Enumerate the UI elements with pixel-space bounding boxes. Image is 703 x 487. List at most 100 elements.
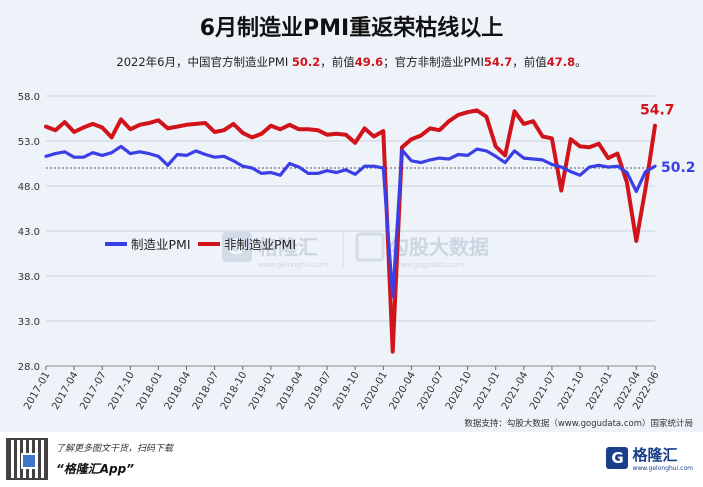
data-point — [129, 128, 132, 131]
qr-code-icon[interactable] — [6, 438, 48, 480]
data-point — [270, 124, 272, 127]
data-point — [457, 153, 460, 156]
data-point — [401, 149, 403, 151]
footer-app-name: “格隆汇App” — [56, 462, 134, 476]
data-point — [213, 156, 216, 158]
x-tick-label: 2018-01 — [135, 370, 165, 412]
data-point — [120, 145, 122, 148]
data-point — [92, 151, 94, 154]
data-point — [598, 142, 600, 145]
data-point — [260, 172, 263, 175]
data-point — [101, 154, 103, 157]
data-point — [335, 171, 338, 174]
watermark-layer: G 格隆汇 www.gelonghui.com 勾股大数据 www.goguda… — [222, 232, 489, 269]
data-point — [223, 129, 225, 131]
data-point — [148, 122, 150, 124]
x-tick-label: 2020-01 — [359, 370, 389, 412]
data-point — [382, 130, 385, 132]
data-point — [232, 160, 235, 162]
series-line-non-manufacturing — [44, 108, 657, 354]
x-axis: 2017-012017-042017-072017-102018-012018-… — [22, 365, 662, 412]
data-point — [420, 161, 422, 164]
data-point — [316, 129, 319, 131]
watermark-brand1-url: www.gelonghui.com — [258, 261, 329, 269]
data-point — [363, 127, 366, 130]
data-point — [307, 172, 310, 175]
x-tick-label: 2020-10 — [444, 370, 474, 412]
data-point — [373, 135, 375, 138]
x-tick-label: 2017-01 — [22, 370, 52, 412]
y-tick-label: 43.0 — [18, 227, 40, 238]
data-point — [82, 126, 85, 129]
x-tick-label: 2019-01 — [247, 370, 277, 412]
subtitle-nonmfg-prev: 47.8 — [546, 55, 576, 69]
data-point — [523, 123, 525, 125]
data-point — [335, 133, 338, 135]
data-point — [382, 167, 385, 169]
end-label-manufacturing: 50.2 — [661, 160, 696, 176]
data-point — [204, 122, 207, 124]
data-point — [391, 350, 394, 353]
data-point — [532, 120, 534, 122]
data-point — [288, 124, 291, 126]
data-point — [598, 164, 600, 167]
data-point — [176, 153, 178, 156]
data-point — [560, 166, 563, 168]
watermark-brand2: 勾股大数据 — [389, 235, 489, 259]
data-point — [560, 189, 563, 192]
watermark-logo-icon — [222, 232, 252, 262]
data-point — [569, 170, 572, 173]
data-point — [654, 124, 656, 127]
data-point — [345, 169, 347, 171]
data-point — [167, 127, 169, 130]
data-point — [391, 295, 394, 298]
data-point — [279, 128, 282, 131]
footer-logo[interactable]: G 格隆汇 www.gelonghui.com — [606, 444, 693, 472]
data-point — [242, 132, 244, 134]
data-point — [420, 134, 422, 137]
data-point — [616, 152, 619, 155]
data-point — [45, 125, 47, 128]
data-point — [635, 190, 638, 193]
y-tick-label: 38.0 — [18, 272, 40, 283]
data-point — [363, 165, 366, 167]
chart-card — [0, 0, 703, 432]
data-point — [626, 171, 628, 174]
x-tick-label: 2021-01 — [472, 370, 502, 412]
legend: 制造业PMI 非制造业PMI — [105, 237, 296, 252]
data-point — [466, 111, 469, 113]
data-point — [279, 174, 282, 176]
x-tick-label: 2019-07 — [303, 370, 333, 412]
data-point — [63, 151, 66, 153]
series-line-manufacturing — [44, 144, 657, 299]
data-point — [138, 151, 141, 153]
data-point — [176, 125, 178, 128]
data-point — [541, 135, 544, 138]
data-point — [54, 152, 57, 155]
data-point — [251, 167, 253, 169]
chart-title: 6月制造业PMI重返荣枯线以上 — [199, 16, 504, 41]
y-tick-label: 58.0 — [18, 92, 40, 103]
x-tick-label: 2020-07 — [416, 370, 446, 412]
data-point — [316, 172, 319, 175]
data-point — [288, 162, 291, 165]
data-point — [448, 120, 450, 122]
data-point — [476, 109, 478, 112]
footer-logo-text: 格隆汇 — [632, 446, 678, 464]
data-point — [54, 129, 57, 131]
data-point — [448, 158, 450, 160]
x-tick-label: 2021-07 — [528, 370, 558, 412]
footer-promo-text: 了解更多图文干货，扫码下载 — [56, 444, 174, 454]
data-point — [260, 133, 263, 135]
data-point — [63, 121, 66, 123]
data-point — [73, 156, 75, 158]
subtitle-mfg-prev: 49.6 — [354, 55, 384, 69]
data-point — [92, 123, 94, 125]
data-point — [485, 150, 488, 152]
data-point — [569, 138, 572, 140]
data-point — [635, 240, 638, 242]
data-point — [513, 150, 516, 152]
data-point — [504, 161, 506, 164]
data-point — [457, 114, 460, 116]
data-point — [345, 133, 347, 136]
